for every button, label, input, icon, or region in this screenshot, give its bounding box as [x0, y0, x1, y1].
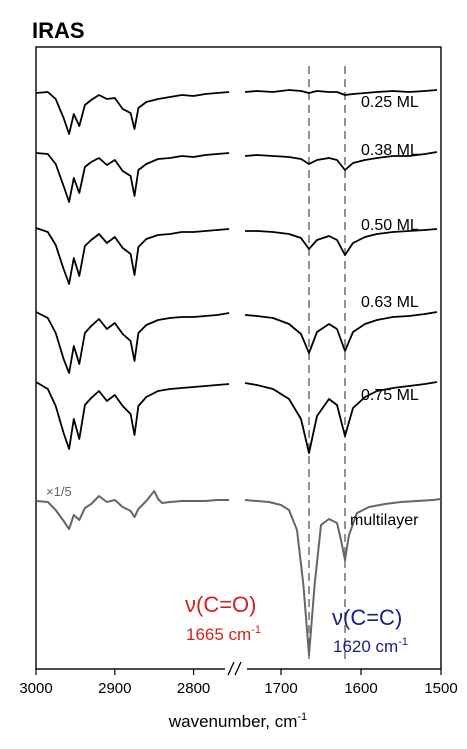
co-value-text: 1665 cm — [186, 625, 251, 644]
series-label-1: 0.38 ML — [361, 142, 419, 159]
series-line-3-left — [35, 311, 230, 374]
series-line-3-right — [244, 311, 438, 354]
co-value: 1665 cm-1 — [186, 624, 261, 644]
series-line-2-right — [245, 228, 438, 256]
cc-label: ν(C=C) — [332, 605, 402, 630]
series-line-5-right — [244, 498, 442, 656]
x-tick-label-1-0: 1700 — [264, 680, 297, 697]
series-label-4: 0.75 ML — [361, 387, 419, 404]
axis-break — [225, 661, 247, 676]
series-line-1-left — [35, 152, 230, 203]
series-line-2-left — [35, 227, 230, 285]
x-tick-label-1-1: 1600 — [344, 680, 377, 697]
x-tick-label-0-1: 2900 — [98, 680, 131, 697]
scale-note: ×1/5 — [46, 484, 72, 499]
x-tick-label-0-0: 3000 — [19, 680, 52, 697]
series-label-5: multilayer — [350, 512, 419, 529]
series-line-0-right — [244, 89, 438, 96]
series-label-2: 0.50 ML — [361, 217, 419, 234]
x-axis-label-sup: -1 — [297, 711, 307, 723]
co-value-sup: -1 — [251, 624, 261, 636]
series-label-3: 0.63 ML — [361, 294, 419, 311]
chart-title: IRAS — [32, 18, 85, 43]
series-label-0: 0.25 ML — [361, 94, 419, 111]
series-line-0-left — [35, 91, 230, 135]
cc-value-text: 1620 cm — [333, 637, 398, 656]
cc-value: 1620 cm-1 — [333, 636, 408, 656]
series-line-1-right — [244, 151, 438, 171]
series-line-4-right — [244, 381, 438, 454]
x-tick-label-0-2: 2800 — [177, 680, 210, 697]
x-axis-label-text: wavenumber, cm — [168, 712, 298, 731]
plot-frame — [35, 46, 442, 670]
cc-value-sup: -1 — [398, 636, 408, 648]
series-line-4-left — [35, 381, 230, 450]
series-line-5-left — [35, 490, 230, 530]
co-label: ν(C=O) — [185, 592, 257, 617]
x-tick-label-1-2: 1500 — [424, 680, 457, 697]
x-axis-label: wavenumber, cm-1 — [168, 711, 307, 731]
